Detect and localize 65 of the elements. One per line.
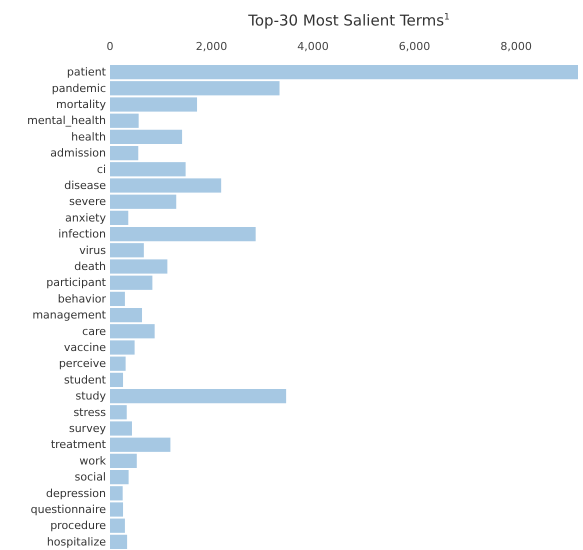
y-tick-label: study	[75, 390, 106, 403]
bar	[110, 518, 125, 533]
bar	[110, 243, 144, 258]
bar	[110, 259, 168, 274]
x-tick-label: 6,000	[398, 40, 430, 53]
y-tick-label: patient	[66, 66, 107, 79]
y-tick-label: virus	[79, 244, 106, 257]
y-tick-label: hospitalize	[46, 535, 106, 548]
x-tick-label: 2,000	[196, 40, 228, 53]
y-tick-label: management	[32, 308, 107, 322]
y-tick-label: survey	[68, 422, 106, 435]
y-tick-label: work	[79, 454, 107, 468]
y-tick-label: procedure	[50, 519, 106, 532]
bar	[110, 97, 198, 112]
bar	[110, 356, 126, 371]
bar	[110, 534, 128, 550]
bar	[110, 162, 186, 176]
y-tick-label: admission	[50, 146, 106, 160]
y-tick-label: severe	[69, 195, 106, 208]
y-tick-label: death	[74, 260, 106, 273]
bar	[110, 276, 152, 290]
y-tick-label: anxiety	[65, 211, 106, 224]
y-tick-label: student	[64, 373, 107, 386]
y-tick-label: pandemic	[52, 82, 106, 95]
bar	[110, 308, 142, 322]
bar	[110, 226, 256, 242]
bar	[110, 210, 128, 226]
bar	[110, 340, 135, 355]
bar	[110, 146, 138, 160]
bar	[110, 470, 129, 484]
bar	[110, 502, 124, 517]
bar	[110, 114, 139, 128]
bar	[110, 421, 132, 436]
x-tick-label: 8,000	[500, 40, 532, 53]
y-tick-label: social	[74, 470, 106, 484]
x-tick-label: 0	[106, 40, 114, 53]
y-tick-label: health	[71, 130, 106, 144]
y-tick-label: mortality	[56, 98, 106, 111]
y-tick-label: depression	[46, 486, 106, 500]
bar	[110, 178, 222, 193]
y-tick-label: participant	[46, 276, 107, 290]
y-tick-label: care	[82, 324, 106, 338]
y-tick-label: treatment	[50, 438, 107, 452]
y-tick-label: disease	[64, 179, 106, 192]
bar	[110, 324, 155, 338]
bar	[110, 64, 578, 80]
y-tick-label: vaccine	[64, 341, 106, 354]
y-tick-label: stress	[73, 406, 106, 419]
y-tick-label: infection	[58, 228, 106, 241]
bar	[110, 388, 286, 404]
bar	[110, 81, 280, 96]
bar	[110, 372, 124, 388]
bar	[110, 486, 123, 500]
y-tick-label: behavior	[58, 292, 106, 306]
y-tick-label: ci	[96, 162, 106, 176]
y-tick-label: questionnaire	[30, 503, 106, 516]
y-tick-label: perceive	[58, 357, 106, 370]
bar	[110, 194, 176, 209]
bar	[110, 438, 170, 452]
bar	[110, 130, 182, 144]
y-tick-label: mental_health	[27, 114, 106, 128]
x-tick-label: 4,000	[297, 40, 329, 53]
bar	[110, 454, 137, 468]
bar	[110, 405, 127, 420]
bar	[110, 292, 125, 306]
